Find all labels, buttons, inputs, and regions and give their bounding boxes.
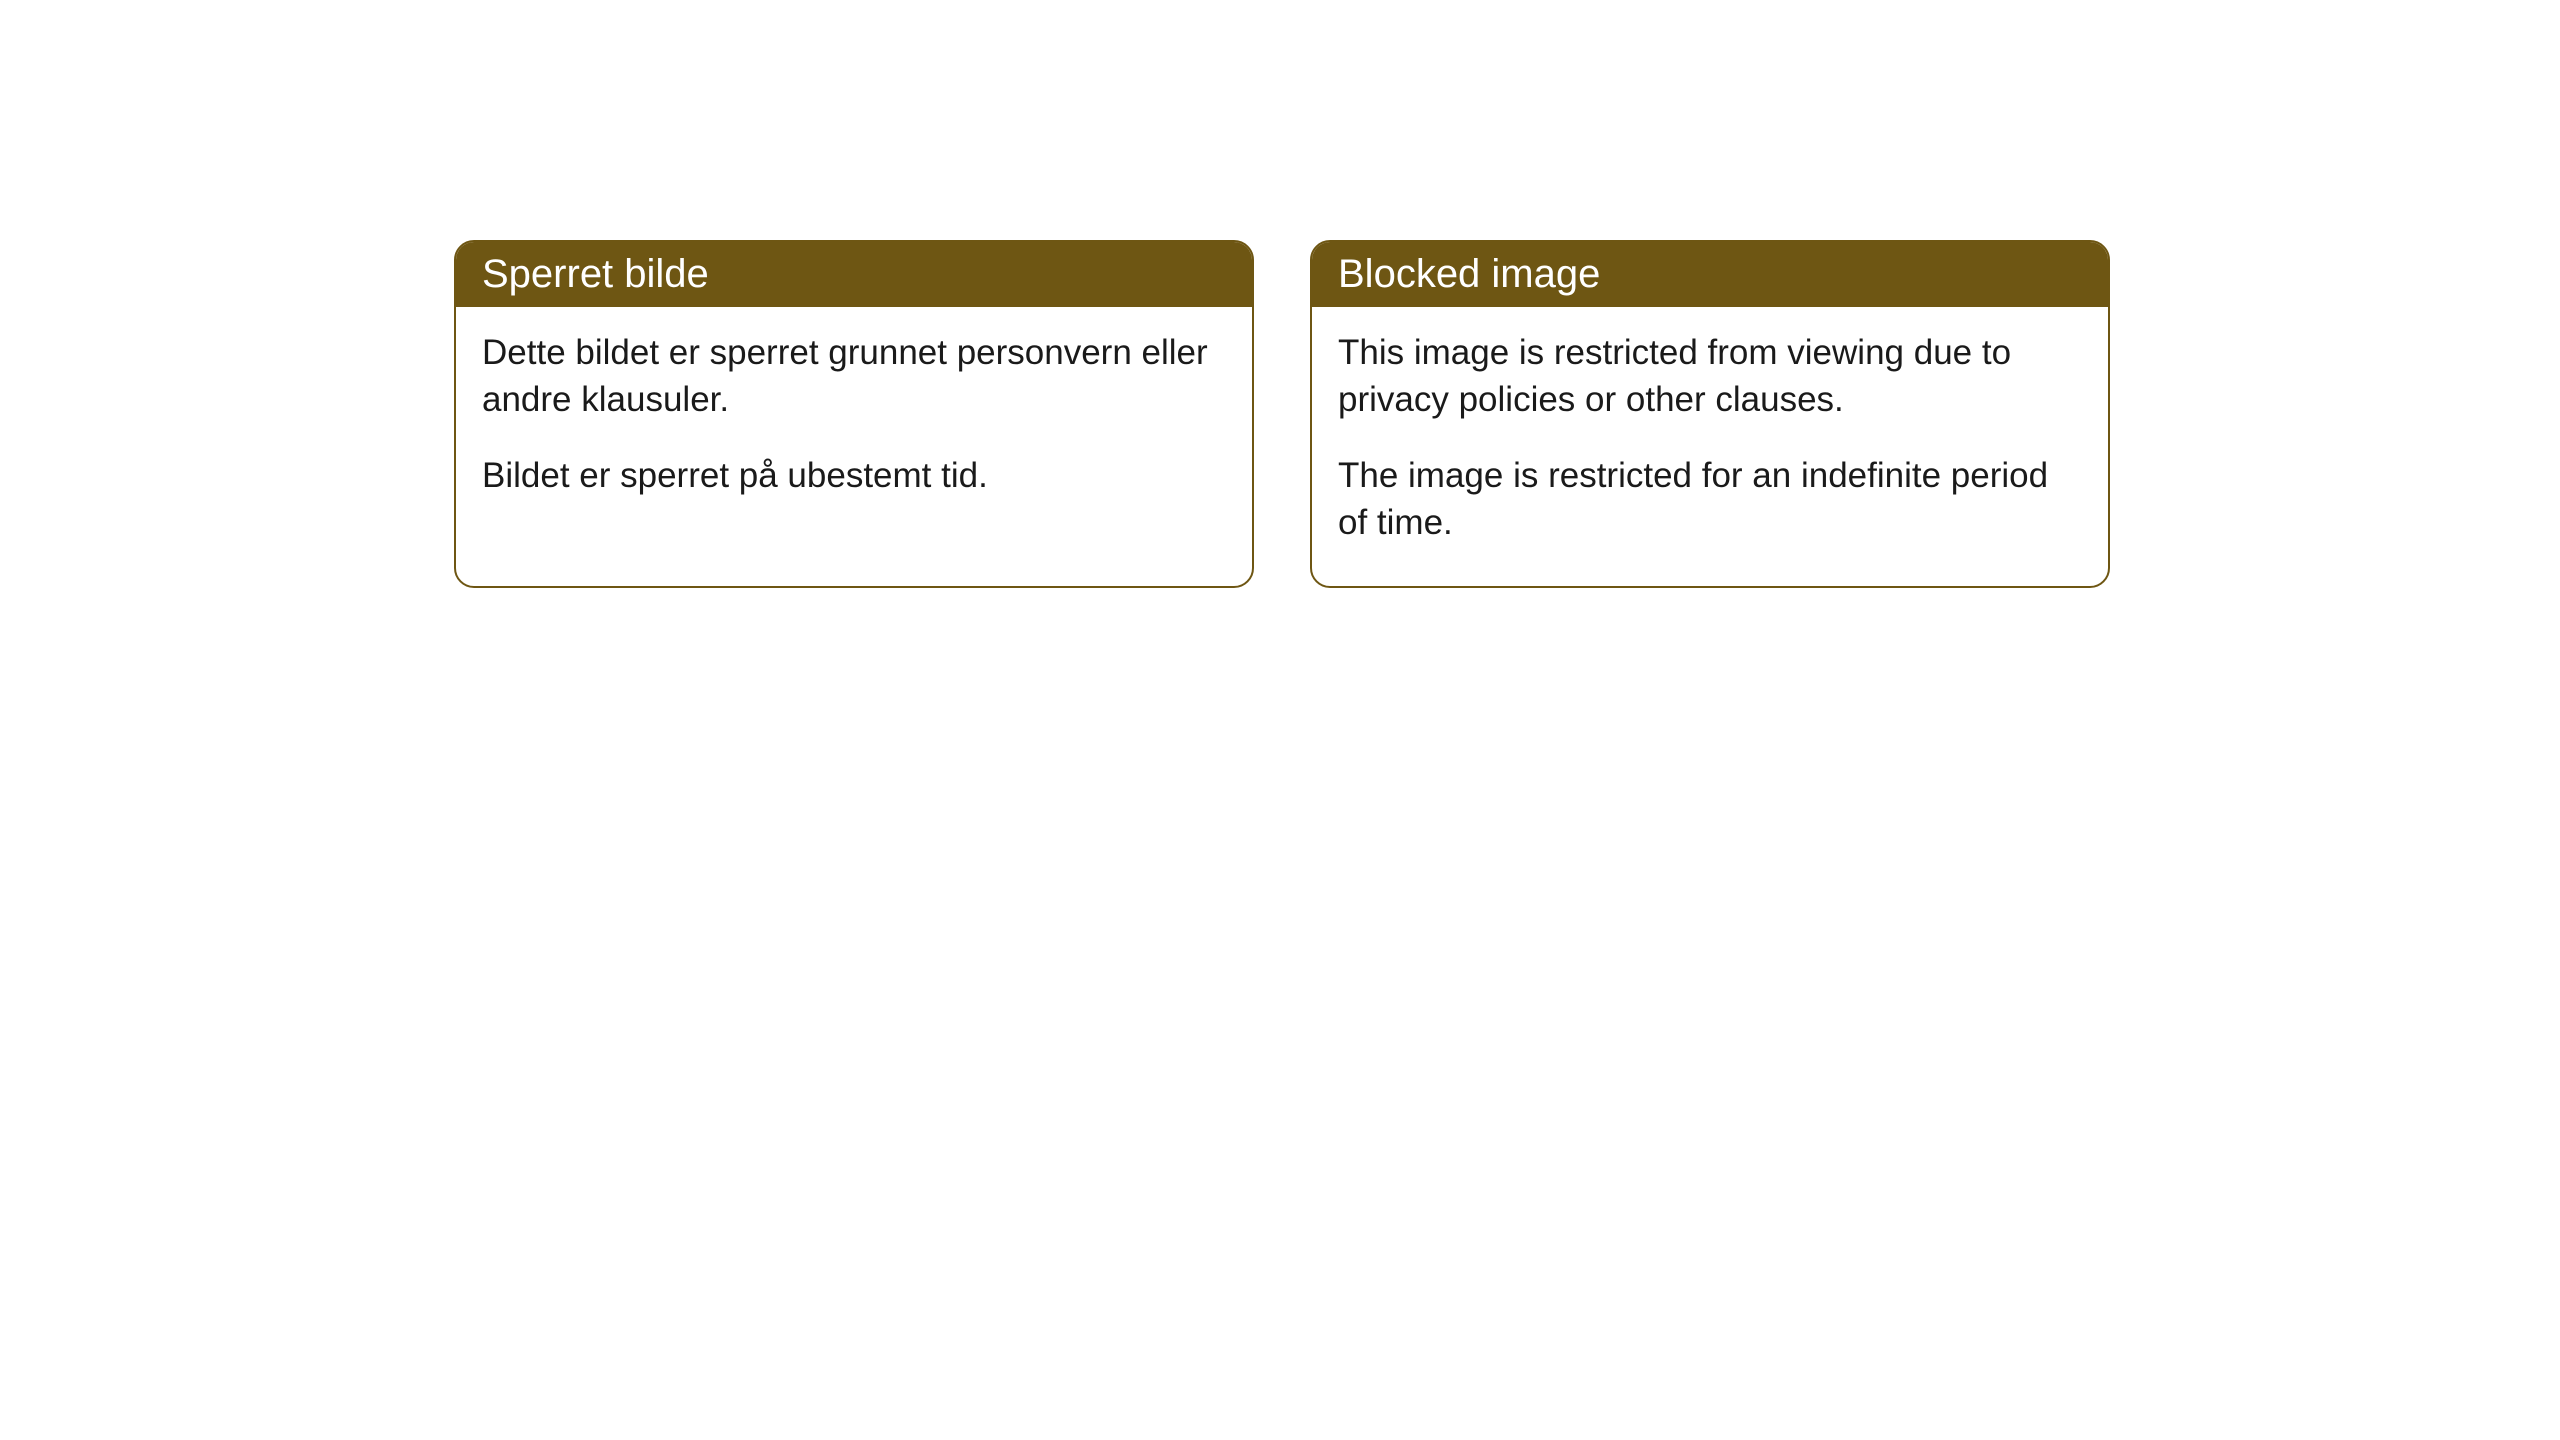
notice-card-norwegian: Sperret bilde Dette bildet er sperret gr… <box>454 240 1254 588</box>
card-paragraph: Dette bildet er sperret grunnet personve… <box>482 329 1226 424</box>
card-paragraph: This image is restricted from viewing du… <box>1338 329 2082 424</box>
card-title: Blocked image <box>1338 252 1600 296</box>
card-paragraph: The image is restricted for an indefinit… <box>1338 452 2082 547</box>
card-paragraph: Bildet er sperret på ubestemt tid. <box>482 452 1226 499</box>
card-body: This image is restricted from viewing du… <box>1312 307 2108 586</box>
notice-cards-container: Sperret bilde Dette bildet er sperret gr… <box>454 240 2110 588</box>
notice-card-english: Blocked image This image is restricted f… <box>1310 240 2110 588</box>
card-header: Blocked image <box>1312 242 2108 307</box>
card-header: Sperret bilde <box>456 242 1252 307</box>
card-body: Dette bildet er sperret grunnet personve… <box>456 307 1252 539</box>
card-title: Sperret bilde <box>482 252 709 296</box>
